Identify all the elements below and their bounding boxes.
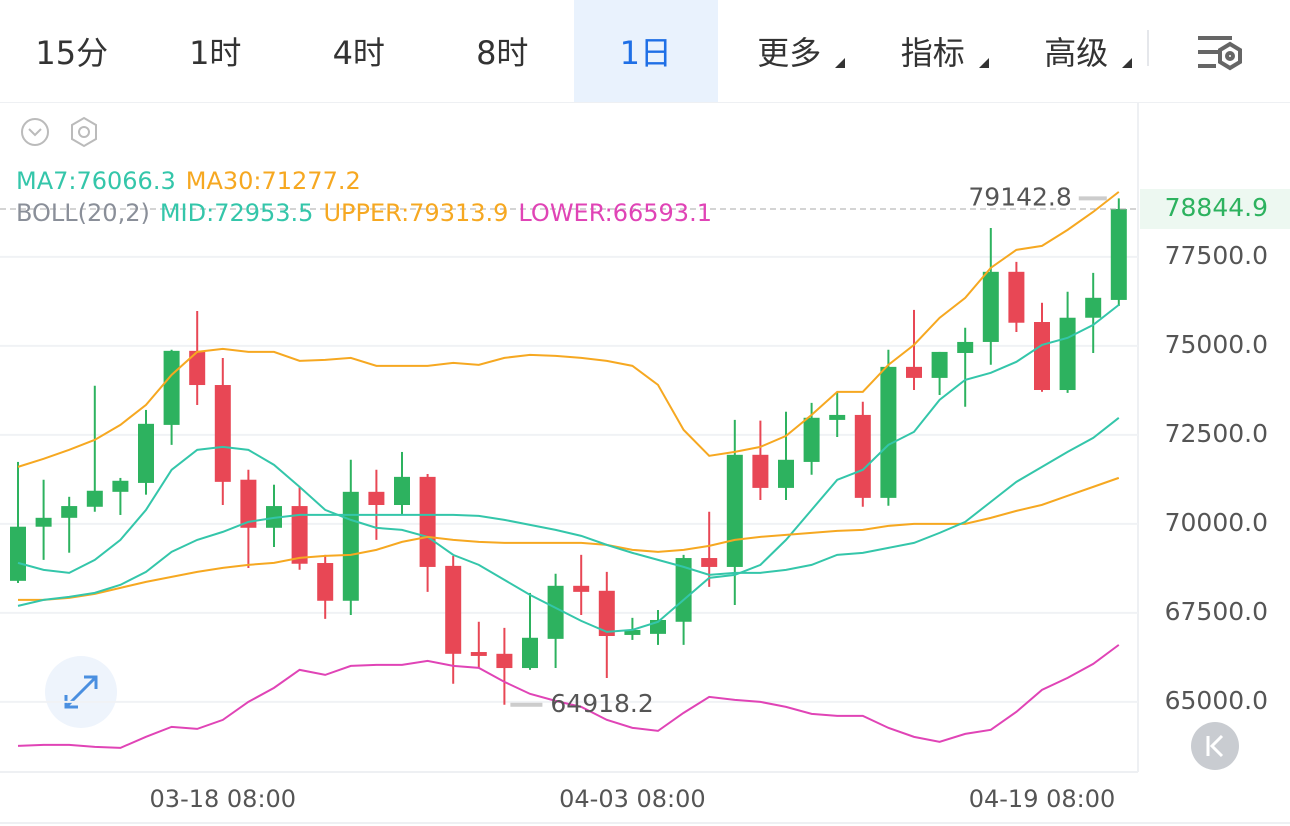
legend-entry: MA30:71277.2 bbox=[186, 167, 361, 195]
legend: BOLL(20,2) MID:72953.5 UPPER:79313.9 LOWER:… bbox=[16, 199, 712, 227]
candle-body bbox=[1085, 297, 1102, 318]
tab[interactable]: 1时 bbox=[144, 0, 288, 102]
candle-body bbox=[138, 423, 154, 483]
dropdown-arrow bbox=[835, 58, 845, 68]
legend-entry: UPPER:79313.9 bbox=[323, 199, 508, 227]
candle-body bbox=[1059, 317, 1076, 391]
candle-body bbox=[61, 506, 78, 518]
candle-body bbox=[368, 491, 385, 505]
candle-body bbox=[854, 414, 871, 498]
candle-body bbox=[214, 385, 231, 482]
candle-body bbox=[880, 366, 897, 498]
candle-body bbox=[112, 480, 129, 492]
candle-body bbox=[291, 506, 308, 564]
candle-body bbox=[906, 366, 922, 378]
candle-body bbox=[598, 590, 615, 637]
candle-body bbox=[163, 350, 180, 425]
tab-label: 高级 bbox=[1044, 34, 1109, 72]
candle-body bbox=[10, 526, 26, 581]
y-tick-label: 72500.0 bbox=[1165, 419, 1268, 448]
x-tick-label: 04-19 08:00 bbox=[969, 785, 1116, 813]
candle-body bbox=[496, 653, 513, 669]
dropdown-arrow bbox=[978, 58, 989, 68]
tab-label: 指标 bbox=[900, 34, 965, 72]
candle-body bbox=[522, 637, 538, 669]
candle-body bbox=[1110, 208, 1127, 300]
candle-body bbox=[726, 454, 743, 567]
legend-entry: MID:72953.5 bbox=[160, 199, 314, 227]
candle-body bbox=[803, 417, 820, 462]
indicator-line bbox=[17, 191, 1120, 468]
y-tick-label: 65000.0 bbox=[1165, 686, 1268, 715]
candle-body bbox=[982, 271, 999, 342]
tab-label: 8时 bbox=[476, 34, 529, 72]
indicator-line bbox=[17, 644, 1120, 749]
tab-label: 4时 bbox=[332, 34, 385, 72]
candle-body bbox=[240, 479, 257, 528]
indicator-line bbox=[18, 476, 1120, 601]
candle-body bbox=[778, 459, 794, 488]
settings-hex-icon[interactable] bbox=[71, 116, 97, 148]
candle-body bbox=[675, 558, 692, 622]
y-tick-label: 70000.0 bbox=[1165, 508, 1268, 537]
tab[interactable]: 指标 bbox=[861, 0, 1005, 102]
tab[interactable]: 15分 bbox=[0, 0, 144, 102]
candle-body bbox=[189, 350, 206, 386]
x-tick-label: 03-18 08:00 bbox=[150, 785, 297, 813]
indicator-line bbox=[17, 304, 1120, 633]
y-tick-label: 77500.0 bbox=[1165, 241, 1268, 270]
tab-label: 1时 bbox=[189, 34, 242, 72]
candle-body bbox=[419, 476, 436, 567]
tab-label: 更多 bbox=[757, 34, 822, 72]
candle-body bbox=[35, 517, 52, 527]
indicator-line bbox=[17, 417, 1120, 607]
candle-body bbox=[931, 351, 948, 378]
tab-bar: 15分 1时 4时 8时 1日 更多 指标 高级 bbox=[0, 0, 1290, 103]
candle-body bbox=[829, 414, 846, 420]
settings-icon[interactable] bbox=[1198, 36, 1242, 71]
last-price-label: 78844.9 bbox=[1165, 193, 1268, 222]
candle-body bbox=[624, 629, 641, 635]
legend-entry: MA7:76066.3 bbox=[16, 167, 176, 195]
y-tick-label: 67500.0 bbox=[1165, 597, 1268, 626]
high-label: 79142.8 bbox=[968, 182, 1071, 211]
candle-body bbox=[957, 341, 974, 353]
tab[interactable]: 8时 bbox=[431, 0, 575, 102]
legend-entry: LOWER:66593.1 bbox=[518, 199, 712, 227]
tab-label: 15分 bbox=[35, 34, 109, 72]
tab[interactable]: 高级 bbox=[1005, 0, 1149, 102]
collapse-icon[interactable] bbox=[21, 118, 49, 146]
dropdown-arrow bbox=[1122, 58, 1132, 68]
candle-body bbox=[573, 585, 590, 592]
tab[interactable]: 更多 bbox=[718, 0, 862, 102]
tab[interactable]: 1日 bbox=[574, 0, 718, 102]
legend-entry: BOLL(20,2) bbox=[16, 199, 150, 227]
x-tick-label: 04-03 08:00 bbox=[559, 785, 706, 813]
candle-body bbox=[701, 558, 718, 567]
candle-body bbox=[1034, 322, 1050, 391]
scroll-end-button[interactable] bbox=[1191, 722, 1239, 770]
tab[interactable]: 4时 bbox=[287, 0, 431, 102]
tab-label: 1日 bbox=[619, 34, 672, 72]
legend: MA7:76066.3 MA30:71277.2 bbox=[16, 167, 361, 195]
candle-body bbox=[86, 490, 103, 507]
candle-body bbox=[394, 476, 410, 505]
candle-body bbox=[342, 491, 359, 601]
low-label: 64918.2 bbox=[550, 689, 653, 718]
candle-body bbox=[445, 565, 462, 654]
y-tick-label: 75000.0 bbox=[1165, 330, 1268, 359]
last-price-box bbox=[1140, 188, 1290, 229]
candle-body bbox=[1008, 271, 1025, 323]
candle-body bbox=[752, 454, 769, 488]
candle-body bbox=[317, 563, 334, 601]
candle-body bbox=[547, 585, 564, 639]
candle-body bbox=[470, 652, 487, 656]
expand-button[interactable] bbox=[45, 656, 117, 728]
